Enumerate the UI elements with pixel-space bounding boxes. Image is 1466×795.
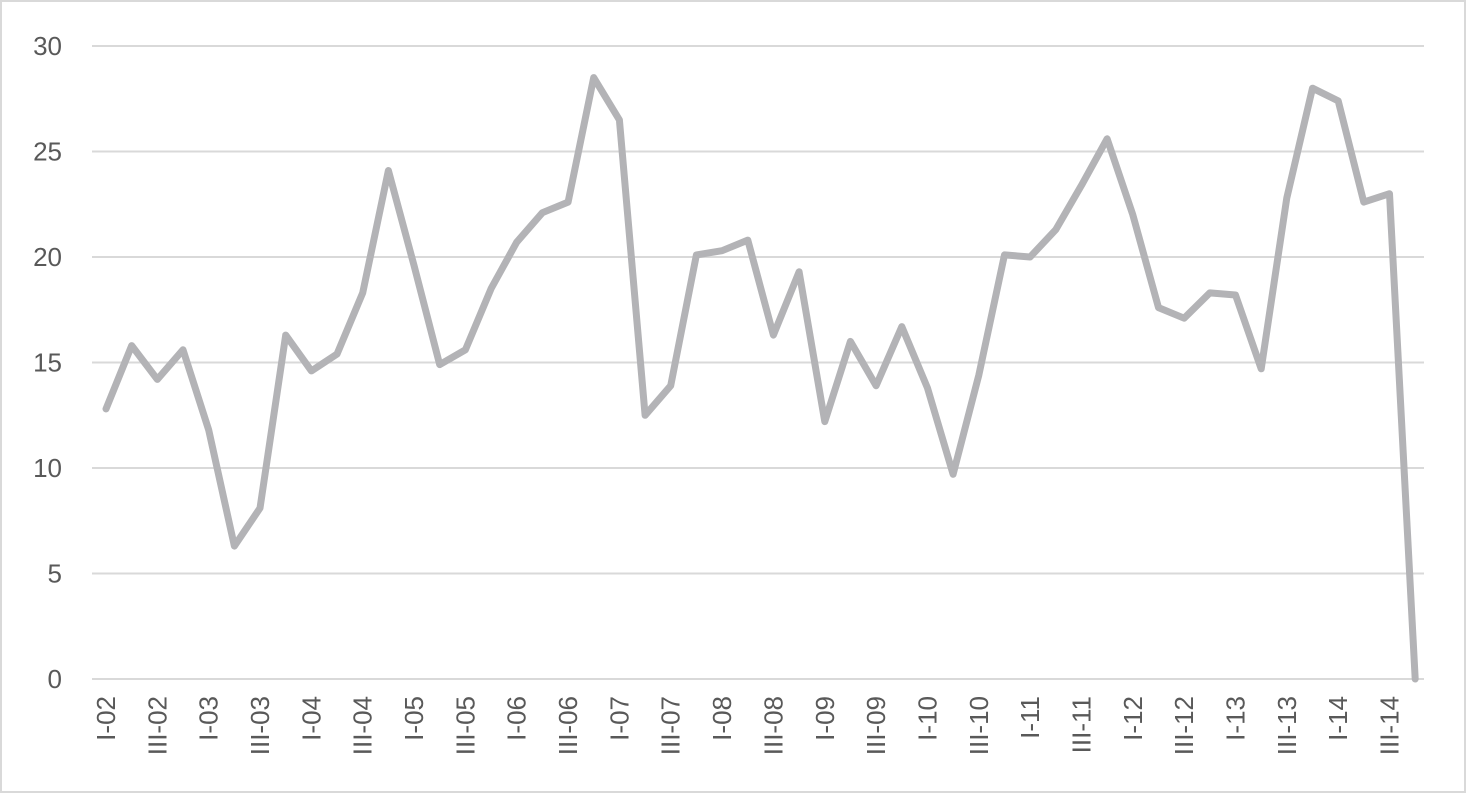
x-tick-label: I-10 — [912, 696, 942, 741]
x-tick-label: III-07 — [656, 696, 686, 755]
x-tick-label: I-09 — [810, 696, 840, 741]
x-tick-label: I-05 — [399, 696, 429, 741]
x-tick-label: I-02 — [91, 696, 121, 741]
series — [106, 78, 1415, 679]
x-tick-label: III-12 — [1169, 696, 1199, 755]
x-tick-label: I-08 — [707, 696, 737, 741]
x-tick-label: III-06 — [553, 696, 583, 755]
x-tick-label: III-03 — [245, 696, 275, 755]
x-tick-label: III-14 — [1375, 696, 1405, 755]
gridlines — [92, 46, 1424, 679]
x-tick-label: I-14 — [1323, 696, 1353, 741]
x-tick-label: III-09 — [861, 696, 891, 755]
y-tick-label: 10 — [33, 453, 62, 483]
x-tick-label: I-06 — [502, 696, 532, 741]
y-tick-label: 15 — [33, 348, 62, 378]
x-tick-label: III-04 — [348, 696, 378, 755]
x-tick-label: III-05 — [450, 696, 480, 755]
y-tick-label: 5 — [48, 559, 62, 589]
x-tick-label: III-02 — [142, 696, 172, 755]
x-tick-label: I-04 — [296, 696, 326, 741]
y-tick-label: 20 — [33, 242, 62, 272]
y-tick-label: 25 — [33, 137, 62, 167]
y-axis-tick-labels: 0 5 10 15 20 25 30 — [33, 31, 62, 694]
x-tick-label: III-10 — [964, 696, 994, 755]
y-tick-label: 0 — [48, 664, 62, 694]
x-tick-label: I-13 — [1220, 696, 1250, 741]
x-tick-label: I-12 — [1118, 696, 1148, 741]
x-axis-tick-labels: I-02 III-02 I-03 III-03 I-04 III-04 I-05 III-05… — [91, 696, 1405, 755]
x-tick-label: III-08 — [758, 696, 788, 755]
x-tick-label: I-03 — [194, 696, 224, 741]
series-line — [106, 78, 1415, 679]
x-tick-label: I-07 — [604, 696, 634, 741]
x-tick-label: I-11 — [1015, 696, 1045, 739]
x-tick-label: III-13 — [1272, 696, 1302, 755]
x-tick-label: III-11 — [1066, 696, 1096, 753]
y-tick-label: 30 — [33, 31, 62, 61]
